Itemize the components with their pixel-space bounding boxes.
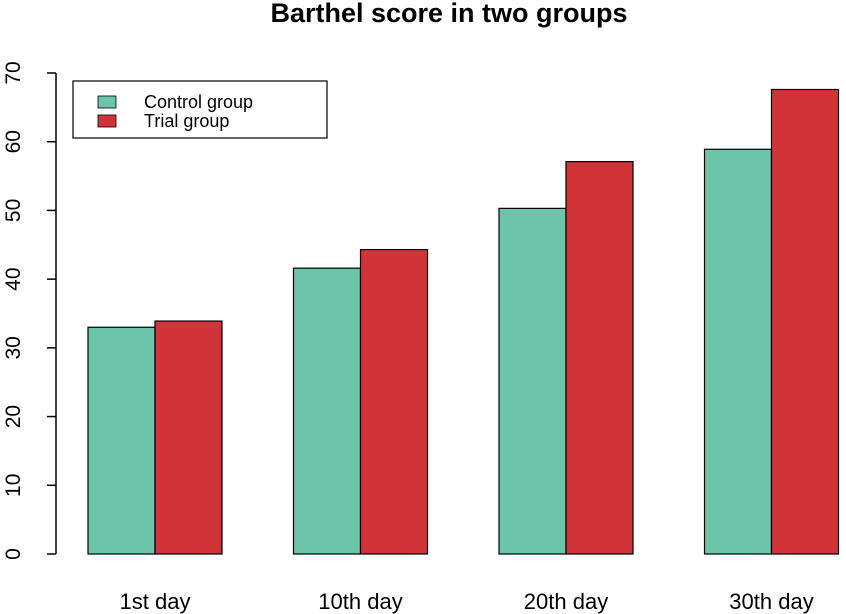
x-category-label: 20th day: [524, 589, 608, 614]
bars: [87, 88, 840, 555]
y-tick-label: 10: [2, 474, 25, 497]
legend-label-trial: Trial group: [144, 111, 229, 131]
x-axis-labels: 1st day 10th day 20th day 30th day: [120, 589, 814, 614]
bar-trial-2: [359, 248, 429, 555]
legend-swatch-control: [97, 95, 117, 109]
y-tick-label: 20: [2, 405, 25, 428]
bar-trial-1: [154, 320, 223, 555]
bar-control-4: [703, 148, 773, 555]
y-tick-label: 50: [2, 199, 25, 222]
chart-title: Barthel score in two groups: [270, 0, 627, 28]
bar-control-1: [87, 326, 156, 555]
x-category-label: 1st day: [120, 589, 191, 614]
bar-control-2: [292, 267, 362, 555]
x-category-label: 30th day: [729, 589, 813, 614]
y-tick-label: 70: [2, 61, 25, 84]
legend-label-control: Control group: [144, 92, 253, 112]
bar-trial-4: [770, 88, 840, 555]
bar-control-3: [498, 207, 567, 555]
legend-swatch-trial: [97, 114, 117, 128]
y-tick-label: 40: [2, 267, 25, 290]
bar-trial-3: [565, 161, 634, 555]
y-tick-label: 60: [2, 130, 25, 153]
y-tick-label: 0: [2, 548, 25, 560]
x-category-label: 10th day: [318, 589, 402, 614]
y-tick-label: 30: [2, 336, 25, 359]
legend-box: [72, 80, 328, 139]
y-axis: 0 10 20 30 40 50 60 70: [2, 61, 57, 560]
